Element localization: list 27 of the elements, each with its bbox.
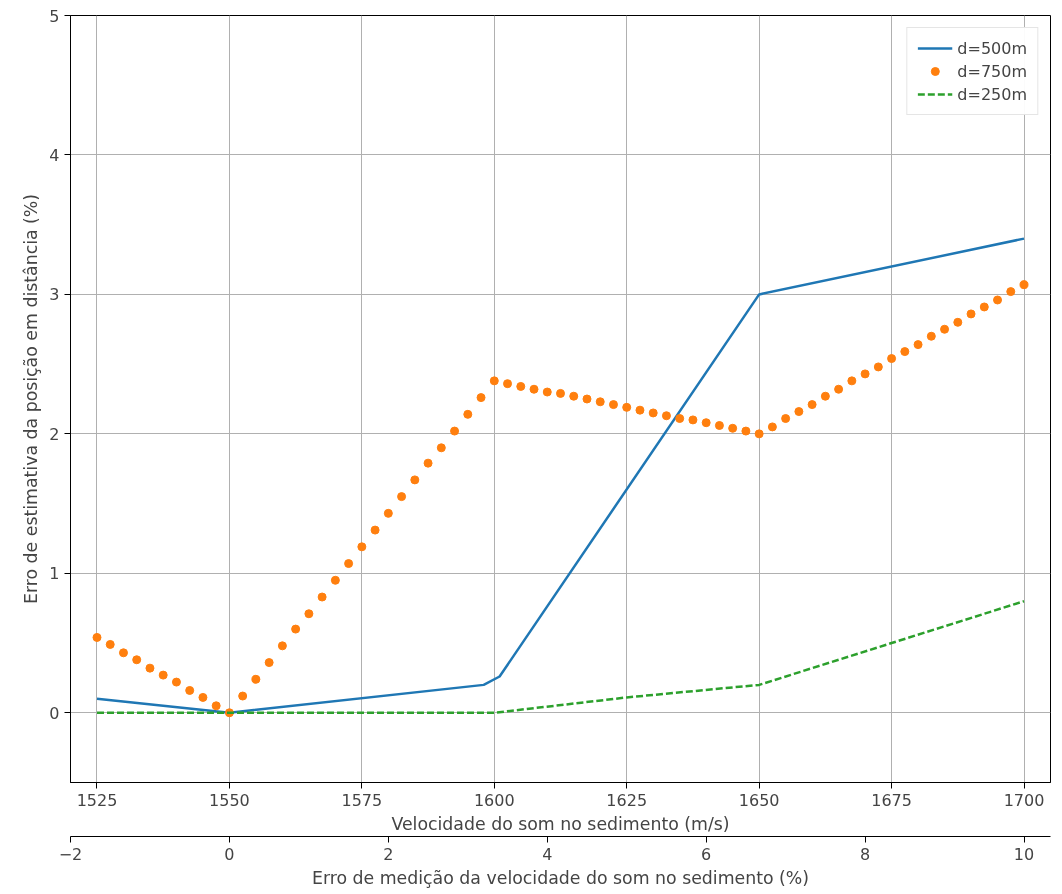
x-tick-label: 1675 bbox=[871, 790, 912, 810]
y-axis-title: Erro de estimativa da posição em distância (%) bbox=[21, 193, 42, 605]
legend-label: d=500m bbox=[957, 38, 1027, 58]
x2-tick-label: 8 bbox=[860, 844, 871, 864]
x2-tick-label: 2 bbox=[383, 844, 394, 864]
x-tick-label: 1575 bbox=[341, 790, 383, 810]
x-tick-label: 1600 bbox=[473, 790, 515, 810]
legend-label: d=750m bbox=[957, 61, 1027, 81]
x2-tick-label: 10 bbox=[1013, 844, 1035, 864]
y-tick-label: 4 bbox=[49, 145, 60, 165]
y-tick-label: 0 bbox=[49, 703, 60, 723]
x-tick-label: 1550 bbox=[209, 790, 250, 810]
y-tick-label: 3 bbox=[49, 285, 60, 305]
x2-axis-title: Erro de medição da velocidade do som no sedimento (%) bbox=[311, 867, 810, 888]
legend-label: d=250m bbox=[957, 84, 1027, 104]
y-tick-label: 1 bbox=[49, 564, 60, 584]
y-tick-label: 5 bbox=[49, 6, 60, 26]
x-tick-label: 1525 bbox=[76, 790, 118, 810]
x2-tick-label: 0 bbox=[224, 844, 235, 864]
y-tick-label: 2 bbox=[49, 424, 60, 444]
x2-tick-label: 4 bbox=[542, 844, 553, 864]
x2-tick-label: 6 bbox=[701, 844, 712, 864]
x-axis-title: Velocidade do som no sedimento (m/s) bbox=[391, 813, 730, 834]
x-tick-label: 1700 bbox=[1003, 790, 1045, 810]
x-tick-label: 1625 bbox=[606, 790, 648, 810]
x-tick-label: 1650 bbox=[738, 790, 780, 810]
x2-tick-label: −2 bbox=[58, 844, 83, 864]
